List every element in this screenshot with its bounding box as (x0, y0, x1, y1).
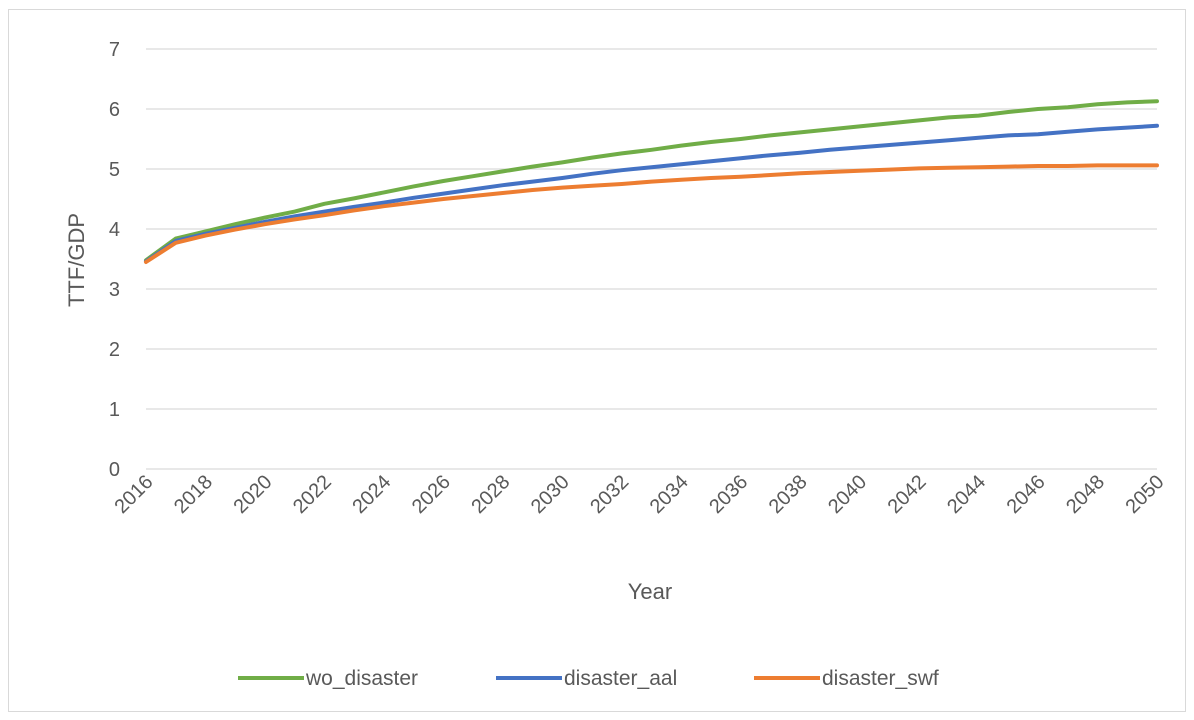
x-tick-label-2032: 2032 (586, 471, 633, 518)
x-tick-label-2018: 2018 (170, 471, 217, 518)
y-tick-label-0: 0 (109, 459, 120, 481)
x-tick-label-2036: 2036 (705, 471, 752, 518)
legend-item-disaster-aal: disaster_aal (496, 667, 677, 690)
x-tick-label-2046: 2046 (1003, 471, 1050, 518)
x-tick-label-2030: 2030 (527, 471, 574, 518)
y-axis-tick-labels: 0 1 2 3 4 5 6 7 (109, 39, 120, 481)
x-tick-label-2028: 2028 (467, 471, 514, 518)
y-tick-label-4: 4 (109, 219, 120, 241)
y-tick-label-3: 3 (109, 279, 120, 301)
x-axis-tick-labels: 2016 2018 2020 2022 2024 2026 2028 2030 2032 2034… (111, 471, 1169, 518)
legend: wo_disaster disaster_aal disaster_swf (238, 667, 939, 690)
y-tick-label-6: 6 (109, 99, 120, 121)
y-tick-label-7: 7 (109, 39, 120, 61)
x-tick-label-2026: 2026 (408, 471, 455, 518)
x-tick-label-2044: 2044 (943, 471, 990, 518)
series-line-wo-disaster (144, 99, 1159, 263)
legend-item-disaster-swf: disaster_swf (754, 667, 939, 690)
x-tick-label-2048: 2048 (1062, 471, 1109, 518)
y-tick-label-2: 2 (109, 339, 120, 361)
legend-label-disaster-aal: disaster_aal (564, 667, 677, 690)
legend-label-disaster-swf: disaster_swf (822, 667, 939, 690)
y-axis-title: TTF/GDP (64, 213, 89, 307)
x-tick-label-2024: 2024 (348, 471, 395, 518)
y-tick-label-1: 1 (109, 399, 120, 421)
x-axis-title: Year (628, 579, 672, 604)
x-tick-label-2050: 2050 (1122, 471, 1169, 518)
x-tick-label-2040: 2040 (824, 471, 871, 518)
series-lines (144, 99, 1159, 264)
x-tick-label-2042: 2042 (884, 471, 931, 518)
x-tick-label-2034: 2034 (646, 471, 693, 518)
series-line-disaster-aal (144, 123, 1159, 264)
legend-item-wo-disaster: wo_disaster (238, 667, 418, 690)
x-tick-label-2022: 2022 (289, 471, 336, 518)
chart-frame (8, 9, 1186, 712)
x-tick-label-2038: 2038 (765, 471, 812, 518)
x-tick-label-2020: 2020 (229, 471, 276, 518)
series-line-disaster-swf (144, 163, 1159, 264)
y-tick-label-5: 5 (109, 159, 120, 181)
legend-label-wo-disaster: wo_disaster (305, 667, 418, 690)
